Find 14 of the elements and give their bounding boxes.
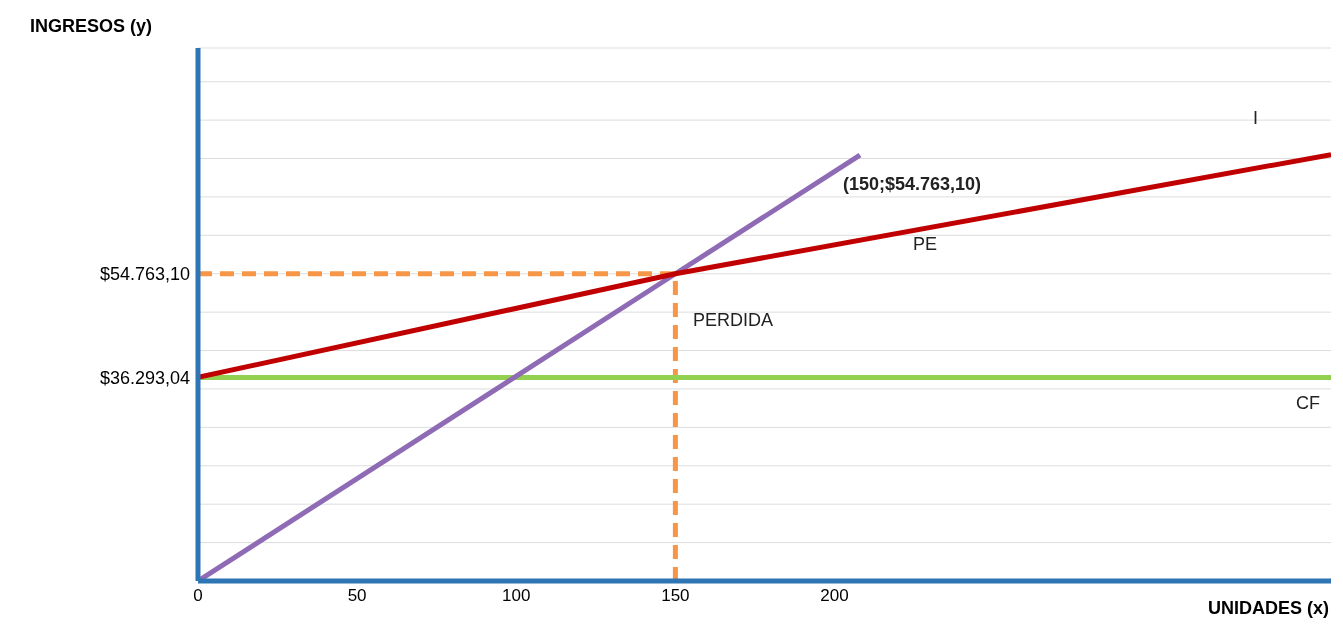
- annotation: PE: [913, 234, 938, 255]
- x-axis-title: UNIDADES (x): [1207, 598, 1329, 619]
- y-tick-label: $36.293,04: [99, 367, 190, 388]
- x-tick-label: 0: [193, 586, 203, 606]
- y-axis-title: INGRESOS (y): [30, 16, 153, 37]
- x-tick-label: 150: [661, 586, 690, 606]
- annotation: I: [1253, 108, 1259, 129]
- x-tick-label: 200: [820, 586, 849, 606]
- annotation: PERDIDA: [693, 310, 774, 331]
- annotation: CF: [1296, 393, 1320, 414]
- annotation: (150;$54.763,10): [843, 174, 982, 195]
- x-tick-label: 50: [347, 586, 367, 606]
- y-tick-label: $54.763,10: [99, 264, 190, 285]
- x-tick-label: 100: [502, 586, 531, 606]
